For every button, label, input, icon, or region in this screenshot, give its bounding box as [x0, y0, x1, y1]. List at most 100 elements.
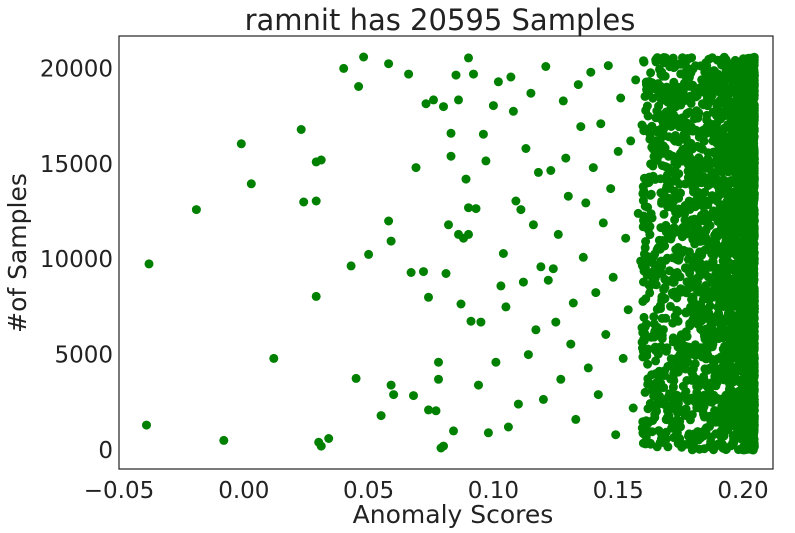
data-point	[703, 365, 713, 375]
data-point	[603, 61, 613, 71]
data-point	[714, 283, 724, 293]
data-point	[730, 163, 739, 173]
data-point	[648, 331, 658, 340]
data-point	[656, 429, 666, 438]
data-point	[742, 154, 752, 164]
data-point	[678, 231, 688, 241]
data-point	[680, 215, 690, 225]
data-point	[749, 298, 759, 308]
data-point	[701, 281, 711, 290]
data-point	[734, 366, 744, 376]
data-point	[673, 307, 683, 317]
data-point	[663, 392, 673, 402]
data-point	[648, 144, 658, 154]
data-point	[709, 206, 718, 216]
data-point	[384, 59, 394, 69]
data-point	[702, 123, 712, 133]
data-point	[716, 329, 725, 338]
data-point	[749, 215, 759, 225]
data-point	[191, 205, 201, 215]
data-point	[711, 73, 720, 83]
data-point	[679, 391, 689, 401]
data-point	[451, 70, 461, 80]
data-point	[681, 133, 691, 143]
data-point	[749, 178, 759, 188]
data-point	[642, 319, 651, 329]
data-point	[718, 361, 728, 371]
data-point	[683, 254, 693, 264]
data-point	[716, 430, 726, 440]
data-point	[740, 352, 750, 362]
data-point	[471, 204, 481, 214]
data-point	[464, 229, 473, 239]
data-point	[645, 288, 655, 298]
data-point	[713, 55, 722, 65]
data-point	[576, 122, 586, 132]
data-point	[731, 130, 741, 140]
data-point	[698, 161, 708, 171]
data-point	[346, 261, 356, 271]
data-point	[638, 352, 648, 362]
data-point	[601, 330, 611, 339]
data-point	[713, 106, 723, 116]
data-point	[749, 424, 759, 434]
data-point	[695, 236, 705, 246]
data-point	[740, 386, 750, 396]
data-point	[461, 174, 471, 184]
data-point	[483, 428, 493, 438]
data-point	[738, 246, 748, 256]
data-point	[406, 268, 416, 277]
data-point	[687, 294, 696, 304]
data-point	[702, 339, 712, 349]
data-point	[561, 153, 571, 163]
data-point	[676, 330, 686, 340]
data-point	[667, 400, 677, 410]
data-point	[236, 139, 246, 149]
data-point	[498, 249, 508, 258]
data-point	[664, 90, 674, 100]
data-point	[670, 165, 680, 175]
data-point	[693, 113, 703, 123]
data-point	[739, 299, 749, 309]
data-point	[583, 363, 593, 373]
data-point	[657, 67, 667, 77]
data-point	[699, 88, 709, 97]
data-point	[644, 280, 654, 290]
data-point	[749, 158, 759, 168]
data-point	[647, 121, 657, 131]
data-point	[716, 275, 725, 285]
data-point	[546, 166, 556, 175]
data-point	[543, 275, 553, 285]
data-point	[719, 111, 729, 121]
data-point	[384, 216, 394, 226]
data-point	[740, 227, 750, 237]
data-point	[649, 319, 659, 329]
data-point	[720, 315, 730, 325]
data-point	[441, 269, 451, 278]
data-point	[749, 278, 759, 288]
data-point	[316, 441, 326, 451]
data-point	[324, 434, 334, 443]
data-point	[657, 196, 667, 206]
data-point	[531, 325, 541, 335]
data-point	[706, 319, 716, 329]
data-point	[711, 135, 721, 145]
data-point	[712, 83, 722, 93]
data-point	[654, 235, 664, 245]
data-point	[518, 277, 528, 287]
data-point	[709, 66, 719, 76]
data-point	[674, 254, 684, 264]
data-point	[706, 94, 716, 104]
data-point	[722, 156, 732, 165]
data-point	[707, 378, 717, 388]
data-point	[748, 341, 758, 351]
data-point	[725, 349, 735, 359]
data-point	[736, 178, 746, 188]
data-point	[596, 119, 606, 129]
data-point	[737, 334, 747, 344]
data-point	[695, 263, 705, 273]
data-point	[688, 275, 697, 285]
data-point	[728, 265, 738, 275]
x-tick-label: 0.00	[218, 478, 269, 504]
data-point	[731, 86, 741, 96]
